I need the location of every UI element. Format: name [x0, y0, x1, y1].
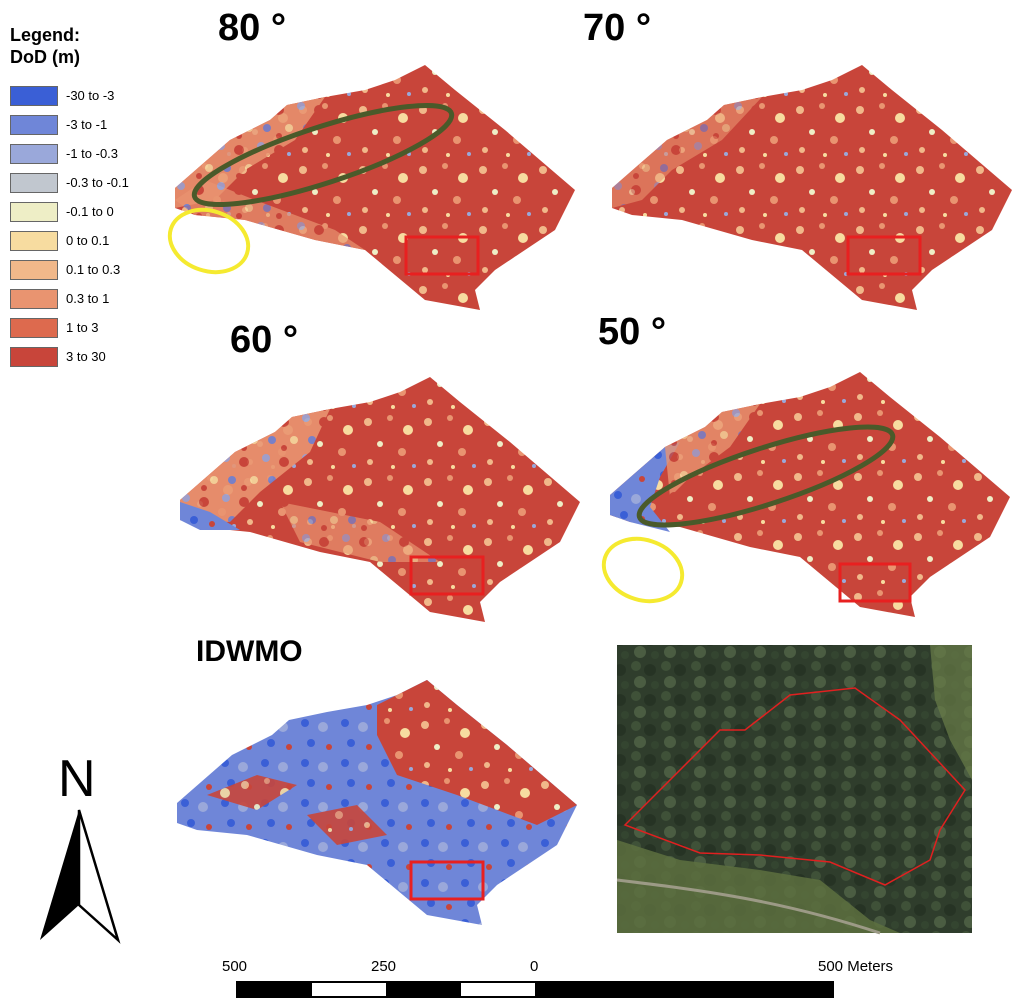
legend-label: -0.1 to 0: [66, 204, 114, 219]
legend-swatch: [10, 231, 58, 251]
legend-label: 0.3 to 1: [66, 291, 110, 306]
scale-bar: [236, 981, 834, 998]
legend-item: 1 to 3: [10, 318, 170, 340]
legend-swatch: [10, 144, 58, 164]
legend: Legend: DoD (m) -30 to -3 -3 to -1 -1 to…: [10, 24, 160, 367]
legend-label: 0 to 0.1: [66, 233, 110, 248]
legend-item: 3 to 30: [10, 347, 170, 369]
scale-label: 500 Meters: [818, 958, 894, 975]
panel-title-60: 60 °: [230, 319, 299, 361]
legend-label: -0.3 to -0.1: [66, 175, 129, 190]
ellipse-marker: [191, 103, 455, 207]
rectangle-marker: [404, 235, 480, 276]
scale-label: 500: [222, 958, 248, 975]
map-panel-50: [610, 372, 1010, 617]
legend-swatch: [10, 347, 58, 367]
panel-title-70: 70 °: [583, 7, 652, 49]
rectangle-marker: [409, 860, 485, 901]
legend-swatch: [10, 86, 58, 106]
legend-item: 0 to 0.1: [10, 231, 170, 253]
legend-item: -30 to -3: [10, 86, 170, 108]
map-panel-70: [612, 65, 1012, 310]
legend-label: 3 to 30: [66, 349, 106, 364]
rectangle-marker: [846, 235, 922, 276]
map-panel-idwmo: [177, 680, 577, 925]
legend-item: -0.1 to 0: [10, 202, 170, 224]
aerial-photo: [616, 645, 972, 935]
ellipse-marker: [601, 536, 685, 604]
legend-label: -1 to -0.3: [66, 146, 119, 161]
north-label: N: [58, 750, 96, 808]
legend-item: -3 to -1: [10, 115, 170, 137]
legend-item: -1 to -0.3: [10, 144, 170, 166]
legend-item: 0.1 to 0.3: [10, 260, 170, 282]
legend-label: -3 to -1: [66, 117, 108, 132]
panel-title-idwmo: IDWMO: [196, 635, 303, 668]
legend-label: 0.1 to 0.3: [66, 262, 121, 277]
ellipse-marker: [636, 424, 896, 528]
legend-item: -0.3 to -0.1: [10, 173, 170, 195]
legend-subtitle: DoD (m): [10, 47, 80, 67]
rectangle-marker: [409, 555, 485, 596]
legend-label: -30 to -3: [66, 88, 115, 103]
map-panel-80: [175, 65, 575, 310]
ellipse-marker: [167, 207, 251, 275]
legend-label: 1 to 3: [66, 320, 99, 335]
legend-title: Legend:: [10, 25, 80, 45]
scale-label: 250: [371, 958, 397, 975]
panel-title-80: 80 °: [218, 7, 287, 49]
legend-swatch: [10, 318, 58, 338]
legend-swatch: [10, 289, 58, 309]
legend-swatch: [10, 202, 58, 222]
scale-label: 0: [530, 958, 539, 975]
legend-swatch: [10, 173, 58, 193]
rectangle-marker: [838, 562, 912, 603]
north-arrow-icon: [40, 809, 121, 944]
study-area-outline: [623, 687, 966, 886]
panel-title-50: 50 °: [598, 311, 667, 353]
map-panel-60: [180, 377, 580, 622]
legend-swatch: [10, 260, 58, 280]
legend-swatch: [10, 115, 58, 135]
legend-item: 0.3 to 1: [10, 289, 170, 311]
